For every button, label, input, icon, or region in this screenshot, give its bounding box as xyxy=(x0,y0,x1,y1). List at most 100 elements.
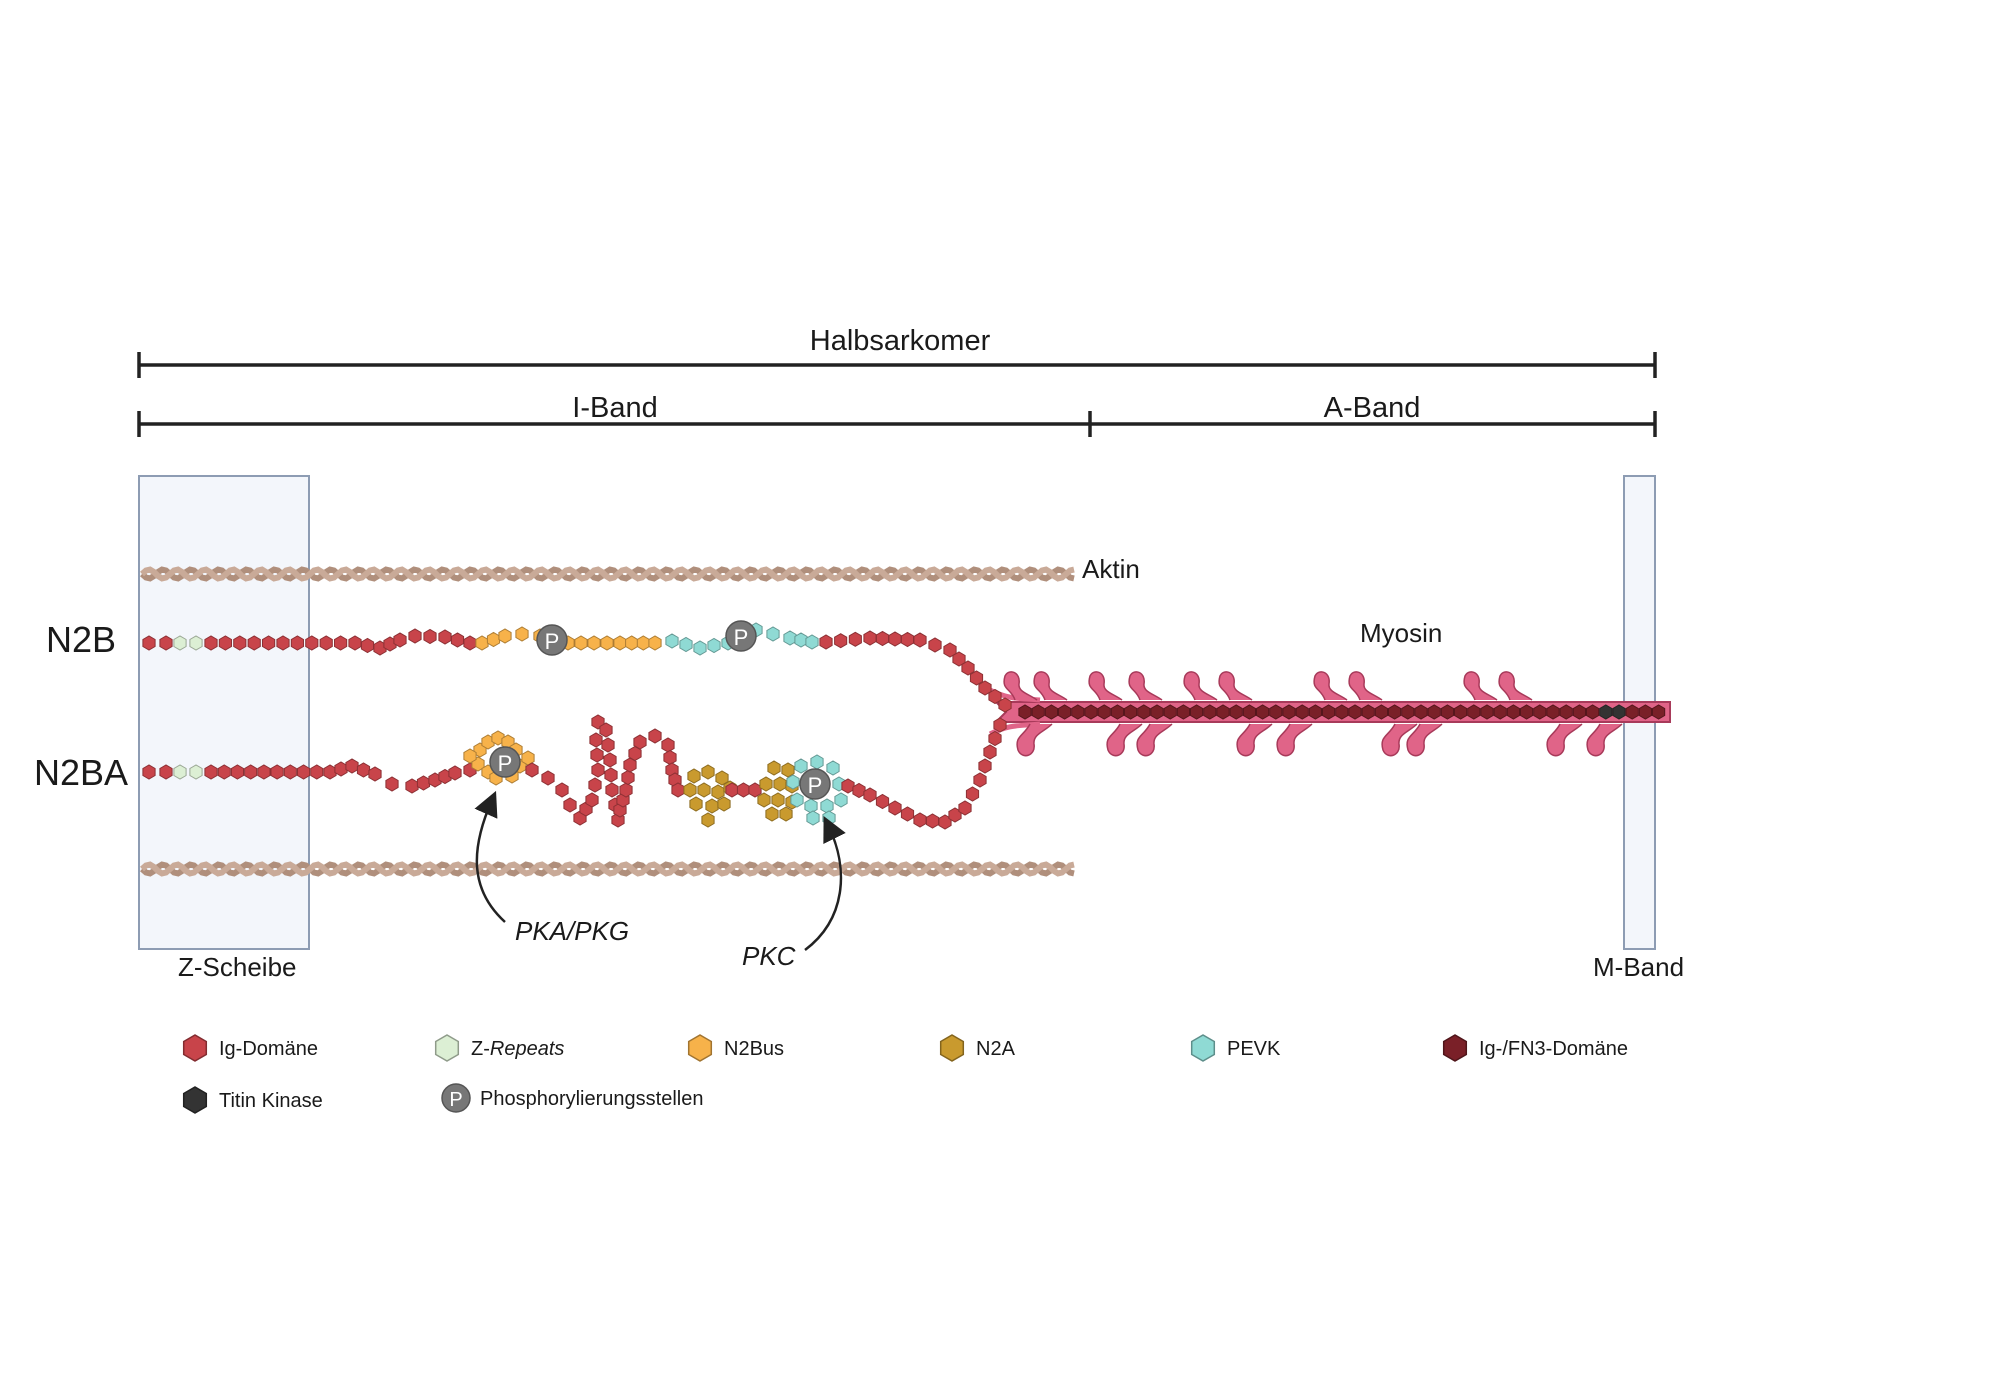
ig-fn3-domain xyxy=(1163,704,1177,720)
ig-fn3-domain xyxy=(1520,704,1534,720)
ig-fn3-domain xyxy=(1454,704,1468,720)
domain-hexagon xyxy=(663,749,677,766)
domain-hexagon xyxy=(385,776,399,792)
domain-hexagon xyxy=(822,810,836,826)
ig-fn3-domain xyxy=(1137,704,1151,720)
domain-hexagon xyxy=(356,762,371,778)
domain-hexagon xyxy=(841,778,855,794)
legend-label: Ig-/FN3-Domäne xyxy=(1479,1038,1628,1060)
domain-hexagon xyxy=(218,635,232,651)
domain-hexagon xyxy=(599,722,613,738)
domain-hexagon xyxy=(587,635,601,651)
svg-text:P: P xyxy=(449,1089,462,1111)
domain-hexagon xyxy=(665,633,679,649)
domain-hexagon xyxy=(173,764,187,780)
ig-fn3-domain xyxy=(1229,704,1243,720)
domain-hexagon xyxy=(588,777,602,793)
domain-hexagon xyxy=(408,628,422,644)
domain-hexagon xyxy=(689,796,703,812)
ig-fn3-domain xyxy=(1559,704,1573,720)
domain-hexagon xyxy=(961,660,975,676)
i-band-label: I-Band xyxy=(572,392,657,424)
domain-hexagon xyxy=(276,635,290,651)
svg-text:P: P xyxy=(545,629,560,654)
domain-hexagon xyxy=(925,813,940,829)
pka-pkg-label: PKA/PKG xyxy=(515,916,629,946)
domain-hexagon xyxy=(475,635,489,651)
domain-hexagon xyxy=(913,812,927,828)
domain-hexagon xyxy=(623,757,637,773)
domain-hexagon xyxy=(993,717,1007,733)
domain-hexagon xyxy=(888,800,902,816)
phospho-circle-icon: P xyxy=(441,1083,471,1113)
domain-hexagon xyxy=(450,632,465,648)
domain-hexagon xyxy=(244,764,258,780)
domain-hexagon xyxy=(463,635,477,651)
domain-hexagon xyxy=(393,632,407,648)
domain-hexagon xyxy=(875,793,890,810)
domain-hexagon xyxy=(360,637,375,654)
ig-fn3-domain xyxy=(1110,704,1124,720)
domain-hexagon xyxy=(636,635,650,651)
domain-hexagon xyxy=(943,642,957,658)
titin-kinase-domain xyxy=(1599,704,1613,720)
domain-hexagon xyxy=(585,792,599,808)
domain-hexagon xyxy=(438,629,452,645)
domain-hexagon xyxy=(323,764,337,780)
ig-fn3-domain xyxy=(1506,704,1520,720)
hexagon-icon xyxy=(1442,1034,1468,1062)
ig-fn3-domain xyxy=(1216,704,1230,720)
ig-fn3-domain xyxy=(1124,704,1138,720)
actin-filament-top xyxy=(140,566,1075,582)
hexagon-icon xyxy=(434,1034,460,1062)
n2b-label: N2B xyxy=(46,619,116,660)
domain-hexagon xyxy=(693,640,707,656)
ig-fn3-domain xyxy=(1374,704,1388,720)
domain-hexagon xyxy=(661,737,675,753)
ig-fn3-domain xyxy=(1242,704,1256,720)
domain-hexagon xyxy=(767,760,781,776)
domain-hexagon xyxy=(683,782,697,798)
domain-hexagon xyxy=(958,800,972,816)
domain-hexagon xyxy=(717,796,731,812)
ig-fn3-domain xyxy=(1533,704,1547,720)
domain-hexagon xyxy=(988,688,1002,705)
ig-fn3-domain xyxy=(1044,704,1058,720)
ig-fn3-domain xyxy=(1414,704,1428,720)
z-disc-box xyxy=(138,475,310,950)
halbsarkomer-label: Halbsarkomer xyxy=(810,325,991,357)
domain-hexagon xyxy=(852,782,866,799)
pkc-arrow xyxy=(804,816,846,951)
domain-hexagon xyxy=(765,806,779,822)
legend-label: Titin Kinase xyxy=(219,1090,323,1112)
domain-hexagon xyxy=(230,764,244,780)
ig-fn3-domain xyxy=(1058,704,1072,720)
legend-label: PEVK xyxy=(1227,1038,1281,1060)
domain-hexagon xyxy=(969,670,984,686)
domain-hexagon xyxy=(978,758,992,774)
domain-hexagon xyxy=(204,635,218,651)
legend-label: N2A xyxy=(976,1038,1016,1060)
ig-fn3-domain xyxy=(1586,704,1600,720)
ig-fn3-domain xyxy=(1071,704,1085,720)
ig-fn3-domain xyxy=(1097,704,1111,720)
a-band-titin-chain xyxy=(1018,704,1666,720)
domain-hexagon xyxy=(988,730,1002,747)
legend: Ig-Domäne Z-Repeats N2Bus N2A PEVK Ig-/FN3-Do… xyxy=(182,1034,1628,1114)
ig-fn3-domain xyxy=(1652,704,1666,720)
domain-hexagon xyxy=(563,797,577,813)
ig-fn3-domain xyxy=(1203,704,1217,720)
svg-text:P: P xyxy=(498,751,513,776)
domain-hexagon xyxy=(600,635,614,651)
ig-fn3-domain xyxy=(1269,704,1283,720)
ig-fn3-domain xyxy=(1546,704,1560,720)
domain-hexagon xyxy=(463,748,477,764)
domain-hexagon xyxy=(257,764,271,780)
domain-hexagon xyxy=(525,762,539,778)
a-band-label: A-Band xyxy=(1324,392,1421,424)
ig-fn3-domain xyxy=(1361,704,1375,720)
domain-hexagon xyxy=(687,768,701,784)
domain-hexagon xyxy=(334,761,348,777)
domain-hexagon xyxy=(633,734,647,750)
